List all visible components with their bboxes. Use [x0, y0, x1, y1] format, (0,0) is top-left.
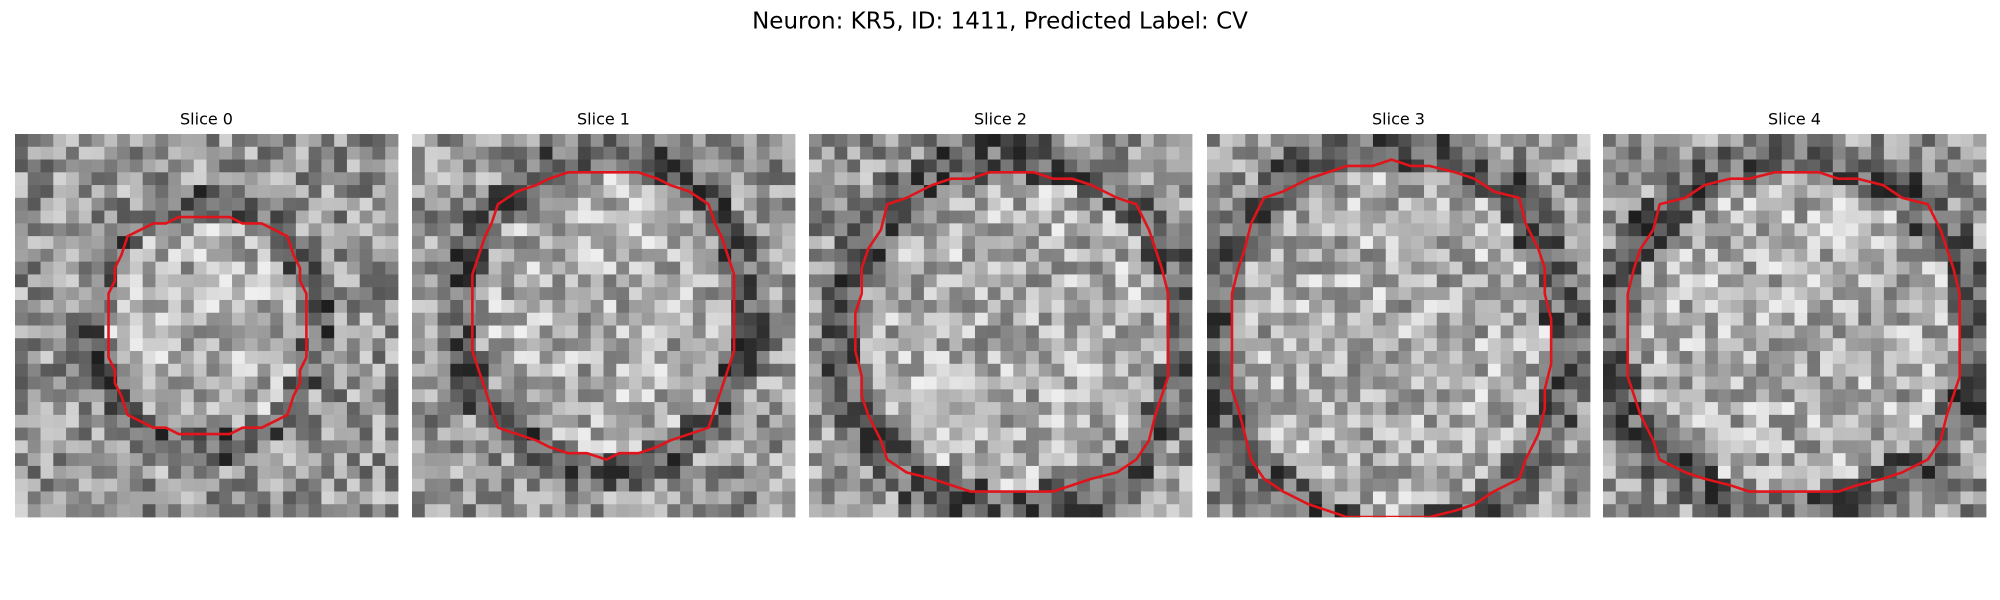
- image-panel: [809, 134, 1193, 518]
- contour: [1230, 158, 1553, 517]
- contour: [854, 171, 1170, 493]
- panel-title: Slice 0: [180, 110, 233, 129]
- contour: [1626, 171, 1961, 493]
- figure-title: Neuron: KR5, ID: 1411, Predicted Label: …: [752, 9, 1248, 35]
- image-panel: [1207, 134, 1591, 518]
- panel-title: Slice 2: [974, 110, 1027, 129]
- panel-title: Slice 1: [577, 110, 630, 129]
- image-panel: [15, 134, 399, 518]
- panel-title: Slice 4: [1768, 110, 1821, 129]
- contour: [107, 215, 308, 436]
- contour: [471, 171, 736, 461]
- panel-title: Slice 3: [1372, 110, 1425, 129]
- image-panel: [1603, 134, 1987, 518]
